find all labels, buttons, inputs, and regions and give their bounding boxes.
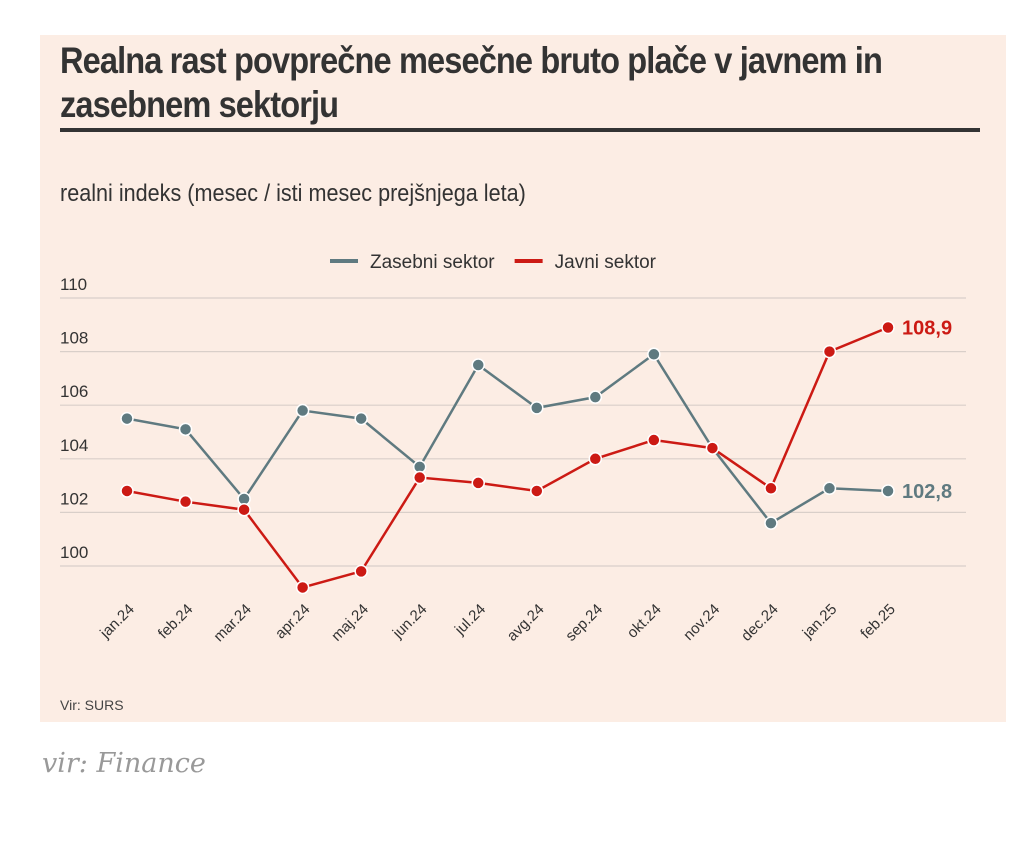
y-tick-label: 100	[60, 543, 88, 562]
data-point	[471, 476, 485, 490]
x-tick-label: sep.24	[562, 601, 606, 645]
data-point	[471, 358, 485, 372]
data-point	[764, 481, 778, 496]
data-point	[530, 484, 544, 498]
data-point	[647, 433, 661, 447]
y-tick-label: 106	[60, 382, 88, 401]
chart-panel: Realna rast povprečne mesečne bruto plač…	[40, 35, 1006, 722]
data-point	[588, 452, 603, 466]
data-point	[295, 403, 310, 418]
legend-label: Zasebni sektor	[370, 252, 495, 273]
x-tick-label: nov.24	[680, 601, 723, 644]
series-line	[126, 326, 889, 589]
image-credit: vir: Finance	[42, 748, 206, 779]
y-tick-label: 110	[60, 275, 87, 294]
data-point	[822, 481, 837, 496]
x-tick-label: apr.24	[272, 601, 314, 643]
data-point	[764, 516, 778, 530]
data-point	[588, 390, 603, 404]
y-tick-label: 104	[60, 436, 88, 455]
x-tick-label: mar.24	[210, 601, 254, 645]
y-tick-label: 102	[60, 489, 88, 508]
legend-label: Javni sektor	[555, 252, 657, 273]
x-tick-label: jun.24	[389, 601, 431, 643]
data-point	[295, 580, 310, 595]
x-tick-label: dec.24	[738, 601, 782, 645]
chart-subtitle: realni indeks (mesec / isti mesec prejšn…	[60, 180, 526, 207]
x-tick-label: feb.24	[155, 601, 197, 643]
data-point	[705, 441, 720, 455]
data-point	[178, 422, 193, 437]
data-point	[412, 470, 427, 485]
title-rule	[60, 128, 980, 132]
data-point	[237, 502, 251, 517]
data-point	[530, 401, 544, 415]
data-point	[354, 564, 368, 579]
x-tick-label: feb.25	[857, 601, 899, 643]
y-tick-label: 108	[60, 329, 88, 348]
x-tick-label: okt.24	[624, 601, 665, 642]
data-point	[120, 411, 134, 426]
x-tick-label: maj.24	[328, 601, 372, 645]
x-tick-label: jul.24	[451, 601, 489, 639]
data-point	[354, 411, 368, 426]
x-tick-label: jan.25	[799, 601, 841, 643]
data-point	[881, 484, 895, 498]
end-label: 108,9	[902, 317, 952, 339]
chart-source: Vir: SURS	[60, 697, 124, 713]
data-point	[178, 494, 193, 509]
x-tick-label: avg.24	[504, 601, 548, 645]
series-line	[126, 352, 889, 525]
x-tick-label: jan.24	[96, 601, 138, 643]
data-point	[881, 320, 895, 335]
end-label: 102,8	[902, 481, 952, 503]
data-point	[647, 347, 661, 362]
data-point	[822, 344, 837, 359]
chart-title: Realna rast povprečne mesečne bruto plač…	[60, 40, 883, 125]
data-point	[120, 484, 134, 498]
